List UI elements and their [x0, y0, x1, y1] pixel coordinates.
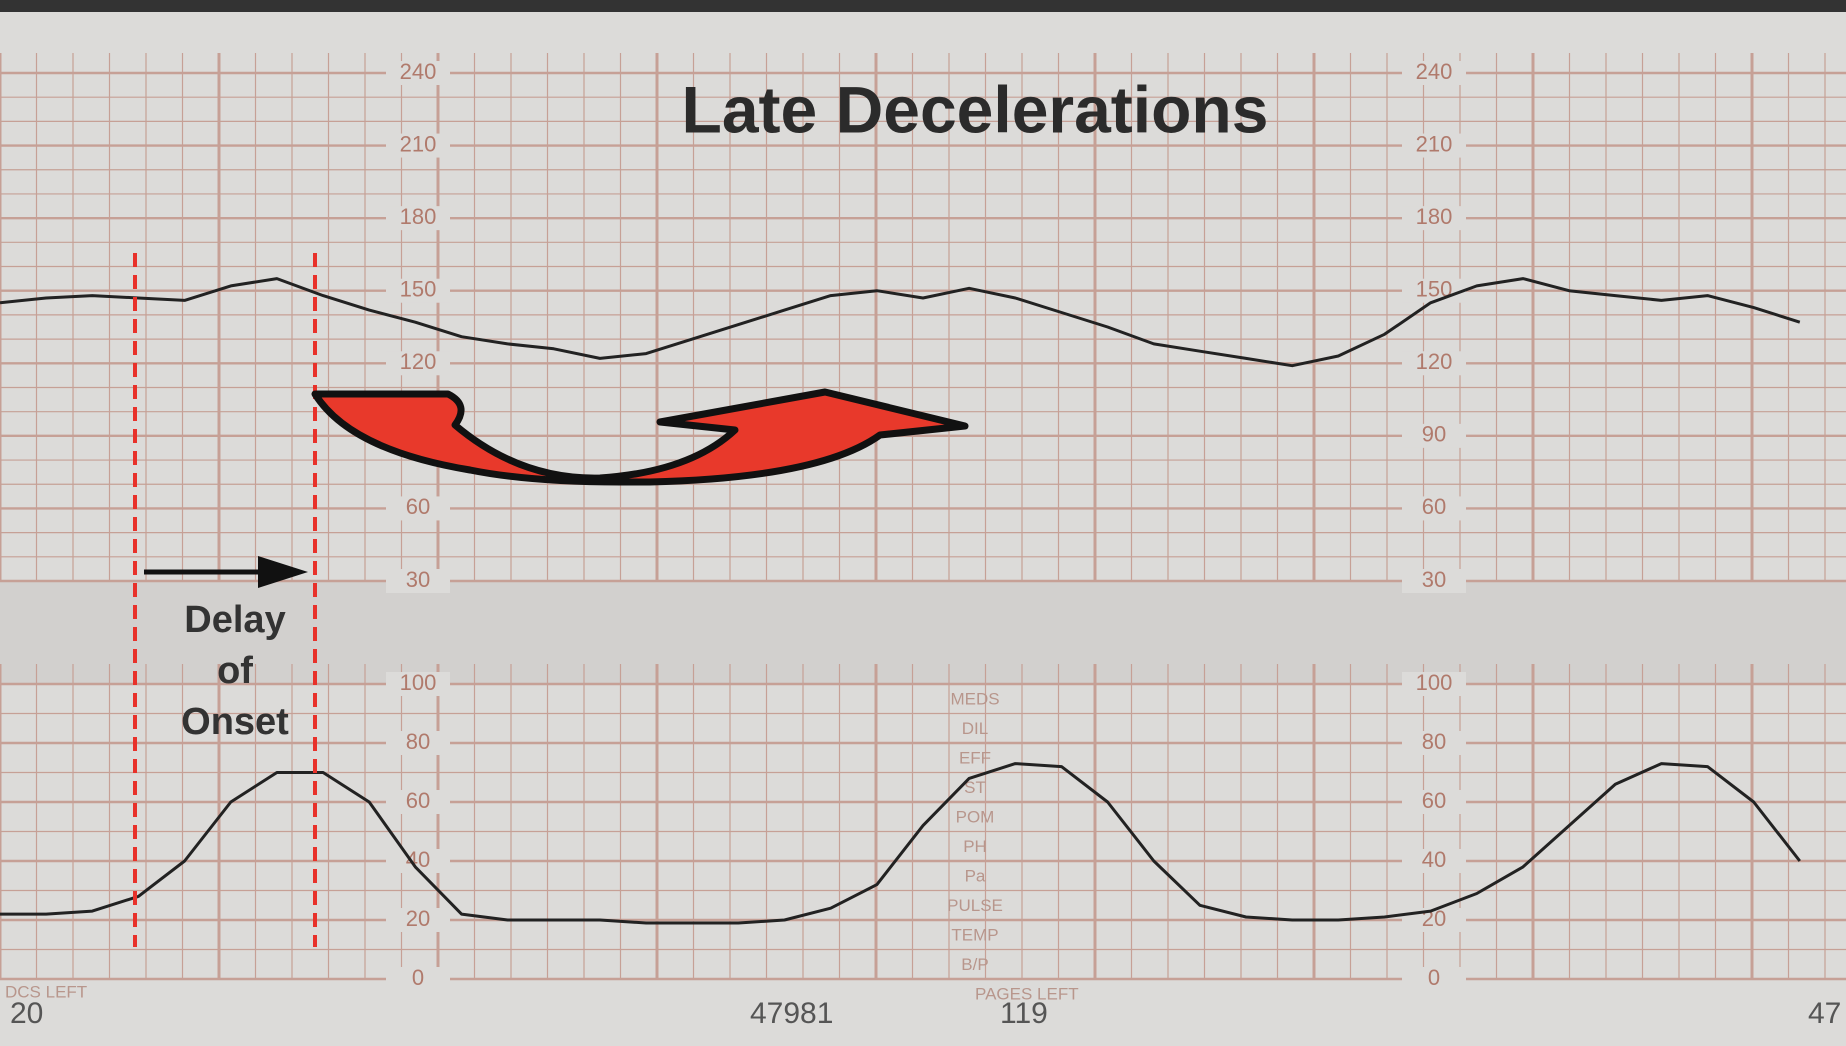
y-tick-label: 90: [1422, 422, 1446, 447]
y-tick-label: 120: [1416, 349, 1453, 374]
footer-number: 47981: [750, 997, 833, 1030]
tick-label-bg: [1402, 278, 1466, 303]
tick-label-bg: [1402, 849, 1466, 873]
y-tick-label: 120: [400, 349, 437, 374]
tick-label-bg: [386, 672, 450, 696]
title: Late Decelerations: [682, 72, 1269, 146]
tick-label-bg: [386, 206, 450, 231]
tick-label-bg: [386, 790, 450, 814]
top-edge: [0, 0, 1846, 12]
y-tick-label: 150: [400, 277, 437, 302]
side-label: ST: [964, 778, 986, 797]
tick-label-bg: [1402, 206, 1466, 231]
side-label: POM: [956, 807, 995, 826]
annotation: Onset: [181, 701, 289, 743]
side-label: PH: [963, 837, 987, 856]
tick-label-bg: [1402, 967, 1466, 991]
tick-label-bg: [386, 278, 450, 303]
tick-label-bg: [1402, 731, 1466, 755]
y-tick-label: 30: [1422, 567, 1446, 592]
footer-label: PAGES LEFT: [975, 984, 1079, 1003]
side-label: PULSE: [947, 896, 1003, 915]
side-label: B/P: [961, 955, 988, 974]
footer-number: 20: [10, 997, 43, 1030]
tick-label-bg: [1402, 133, 1466, 158]
y-tick-label: 40: [1422, 847, 1446, 872]
tick-label-bg: [1402, 61, 1466, 85]
side-label: DIL: [962, 719, 988, 738]
footer-number: 47: [1808, 997, 1841, 1030]
y-tick-label: 80: [406, 729, 430, 754]
middle-band: [0, 581, 1846, 684]
tick-label-bg: [1402, 496, 1466, 521]
y-tick-label: 60: [406, 494, 430, 519]
annotation: Delay: [184, 599, 285, 641]
traces: [0, 277, 1801, 925]
y-tick-label: 240: [1416, 59, 1453, 84]
tick-label-bg: [386, 133, 450, 158]
delay-arrow-head: [258, 556, 308, 588]
y-tick-label: 0: [412, 965, 424, 990]
y-tick-label: 210: [400, 131, 437, 156]
y-tick-label: 0: [1428, 965, 1440, 990]
annotations: Late Decelerations Delay of Onset DCS LE…: [5, 72, 1841, 1029]
footer-label: DCS LEFT: [5, 982, 87, 1001]
side-label: Pa: [965, 866, 986, 885]
y-tick-label: 180: [400, 204, 437, 229]
annotation: of: [217, 650, 253, 692]
y-tick-label: 100: [400, 670, 437, 695]
footer-number: 119: [1000, 997, 1048, 1030]
y-tick-label: 20: [406, 906, 430, 931]
trace-line: [0, 277, 1801, 368]
tick-label-bg: [386, 496, 450, 521]
tick-label-bg: [1402, 423, 1466, 448]
tick-label-bg: [1402, 351, 1466, 376]
side-label: TEMP: [951, 925, 998, 944]
tick-label-bg: [386, 731, 450, 755]
y-tick-label: 180: [1416, 204, 1453, 229]
y-tick-label: 240: [400, 59, 437, 84]
deceleration-arrow: [311, 388, 969, 486]
y-tick-label: 100: [1416, 670, 1453, 695]
tick-label-bg: [386, 61, 450, 85]
y-tick-label: 60: [1422, 788, 1446, 813]
side-label: MEDS: [950, 689, 999, 708]
tick-label-bg: [1402, 569, 1466, 593]
y-tick-label: 60: [406, 788, 430, 813]
tick-label-bg: [386, 569, 450, 593]
y-tick-label: 30: [406, 567, 430, 592]
side-label: EFF: [959, 748, 991, 767]
tick-label-bg: [386, 351, 450, 376]
tick-label-bg: [386, 967, 450, 991]
y-tick-label: 60: [1422, 494, 1446, 519]
tick-label-bg: [386, 908, 450, 932]
tick-label-bg: [1402, 672, 1466, 696]
y-tick-label: 210: [1416, 131, 1453, 156]
y-tick-label: 80: [1422, 729, 1446, 754]
trace-line: [0, 762, 1801, 925]
grid: MEDS DIL EFF ST POM PH Pa PULSE TEMP B/P 30 30 60 60 9…: [0, 53, 1846, 991]
tick-label-bg: [1402, 790, 1466, 814]
